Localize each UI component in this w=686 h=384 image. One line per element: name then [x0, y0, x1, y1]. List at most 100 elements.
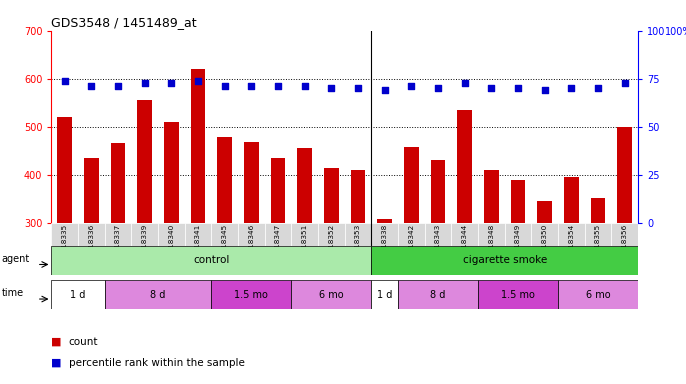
Bar	[105, 280, 211, 309]
Bar	[84, 158, 99, 223]
Y-axis label: 100%: 100%	[665, 27, 686, 37]
Bar	[158, 223, 185, 246]
Point	[299, 83, 310, 89]
Text: GSM218355: GSM218355	[595, 224, 601, 268]
Bar	[558, 280, 638, 309]
Bar	[292, 223, 318, 246]
Bar	[558, 223, 584, 246]
Point	[59, 78, 70, 84]
Text: GSM218338: GSM218338	[381, 224, 388, 268]
Bar	[105, 223, 132, 246]
Bar	[425, 223, 451, 246]
Bar	[244, 142, 259, 223]
Bar	[510, 180, 525, 223]
Bar	[318, 223, 344, 246]
Bar	[211, 280, 292, 309]
Point	[113, 83, 123, 89]
Bar	[564, 177, 579, 223]
Point	[566, 85, 577, 91]
Bar	[371, 223, 398, 246]
Text: GSM218340: GSM218340	[169, 224, 174, 268]
Bar	[298, 148, 312, 223]
Bar	[78, 223, 105, 246]
Point	[593, 85, 604, 91]
Bar	[238, 223, 265, 246]
Text: GDS3548 / 1451489_at: GDS3548 / 1451489_at	[51, 16, 197, 29]
Bar	[132, 223, 158, 246]
Text: GSM218349: GSM218349	[515, 224, 521, 268]
Bar	[484, 170, 499, 223]
Text: GSM218337: GSM218337	[115, 224, 121, 268]
Text: control: control	[193, 255, 230, 265]
Bar	[110, 142, 126, 223]
Text: ■: ■	[51, 358, 62, 368]
Text: 6 mo: 6 mo	[319, 290, 344, 300]
Bar	[324, 169, 339, 223]
Bar	[398, 223, 425, 246]
Bar	[617, 127, 632, 223]
Bar	[478, 280, 558, 309]
Point	[433, 85, 444, 91]
Text: time: time	[1, 288, 23, 298]
Text: GSM218345: GSM218345	[222, 224, 228, 268]
Text: GSM218341: GSM218341	[195, 224, 201, 268]
Bar	[371, 280, 398, 309]
Text: GSM218356: GSM218356	[622, 224, 628, 268]
Text: GSM218343: GSM218343	[435, 224, 441, 268]
Text: 1.5 mo: 1.5 mo	[235, 290, 268, 300]
Text: 6 mo: 6 mo	[586, 290, 611, 300]
Point	[272, 83, 283, 89]
Bar	[431, 161, 445, 223]
Point	[86, 83, 97, 89]
Bar	[344, 223, 371, 246]
Point	[139, 79, 150, 86]
Text: GSM218347: GSM218347	[275, 224, 281, 268]
Bar	[51, 246, 371, 275]
Text: GSM218335: GSM218335	[62, 224, 68, 268]
Point	[193, 78, 204, 84]
Bar	[404, 147, 418, 223]
Bar	[584, 223, 611, 246]
Bar	[458, 110, 472, 223]
Text: GSM218344: GSM218344	[462, 224, 468, 268]
Bar	[58, 117, 72, 223]
Bar	[371, 246, 638, 275]
Bar	[377, 219, 392, 223]
Point	[619, 79, 630, 86]
Bar	[478, 223, 505, 246]
Point	[486, 85, 497, 91]
Text: 1 d: 1 d	[71, 290, 86, 300]
Point	[406, 83, 417, 89]
Text: 1 d: 1 d	[377, 290, 392, 300]
Text: 8 d: 8 d	[430, 290, 446, 300]
Text: GSM218342: GSM218342	[408, 224, 414, 268]
Point	[326, 85, 337, 91]
Point	[166, 79, 177, 86]
Text: count: count	[69, 337, 98, 347]
Text: agent: agent	[1, 254, 29, 264]
Bar	[191, 69, 205, 223]
Point	[512, 85, 523, 91]
Text: GSM218353: GSM218353	[355, 224, 361, 268]
Text: GSM218336: GSM218336	[88, 224, 95, 268]
Text: GSM218339: GSM218339	[142, 224, 147, 268]
Bar	[217, 137, 232, 223]
Bar	[537, 201, 552, 223]
Bar	[137, 100, 152, 223]
Bar	[591, 198, 605, 223]
Bar	[532, 223, 558, 246]
Text: GSM218350: GSM218350	[542, 224, 547, 268]
Text: GSM218351: GSM218351	[302, 224, 308, 268]
Text: GSM218354: GSM218354	[568, 224, 574, 268]
Bar	[398, 280, 478, 309]
Bar	[265, 223, 292, 246]
Bar	[51, 280, 105, 309]
Bar	[351, 170, 366, 223]
Bar	[292, 280, 371, 309]
Point	[379, 87, 390, 93]
Text: GSM218352: GSM218352	[329, 224, 334, 268]
Text: percentile rank within the sample: percentile rank within the sample	[69, 358, 244, 368]
Bar	[271, 158, 285, 223]
Bar	[51, 223, 78, 246]
Text: GSM218348: GSM218348	[488, 224, 495, 268]
